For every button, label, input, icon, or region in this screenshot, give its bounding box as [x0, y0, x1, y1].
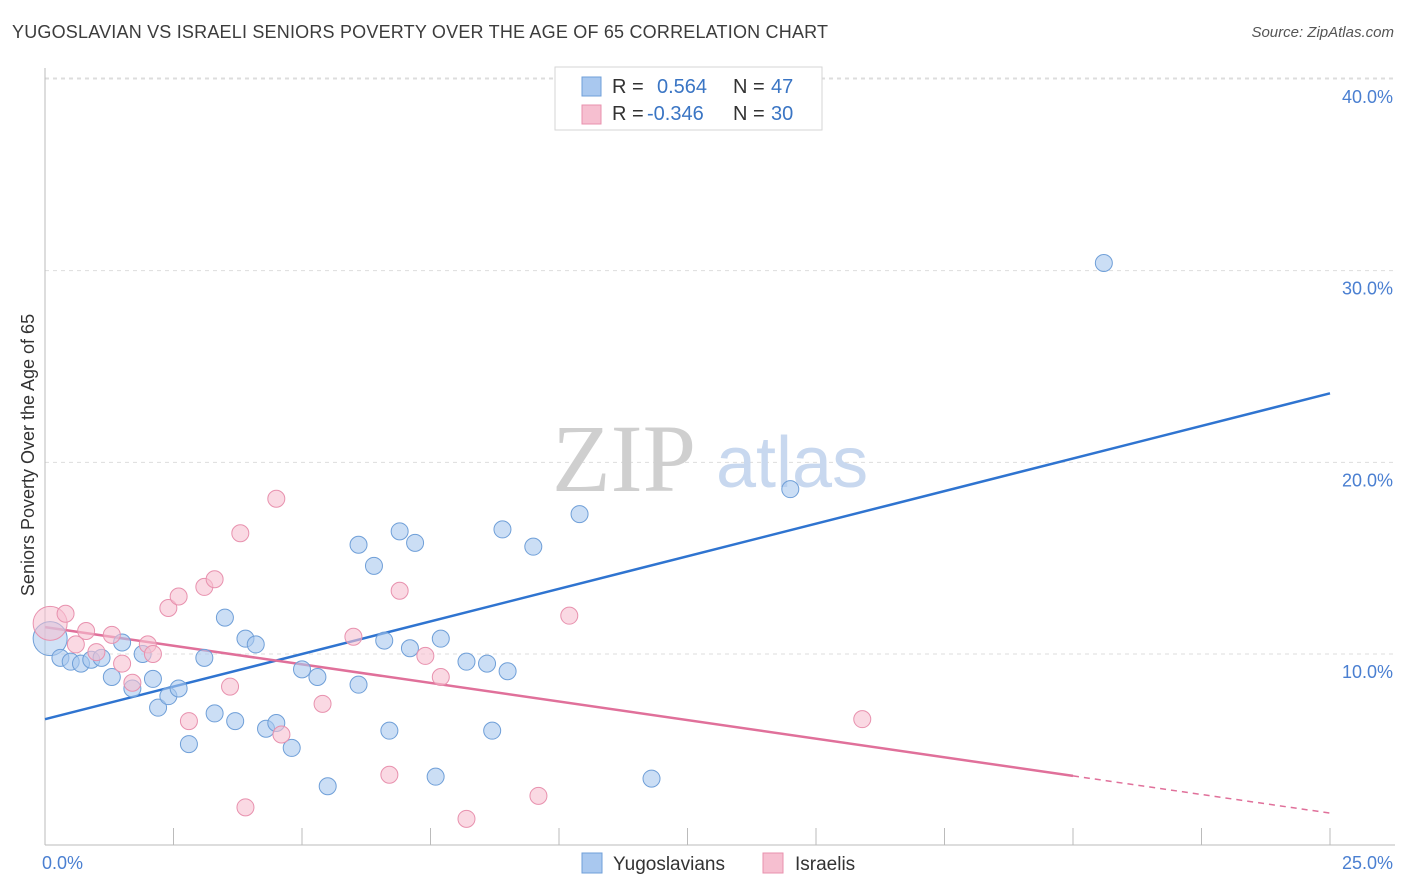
point-yugoslavians: [179, 735, 198, 754]
point-yugoslavians: [390, 522, 409, 541]
point-israelis: [380, 765, 399, 784]
y-tick-labels: 10.0% 20.0% 30.0% 40.0%: [1342, 87, 1393, 682]
trend-line-0: [44, 392, 1331, 721]
point-yugoslavians: [293, 660, 311, 679]
trend-lines: [44, 392, 1331, 814]
point-yugoslavians: [364, 556, 383, 575]
watermark-zip: ZIP: [552, 405, 696, 512]
point-yugoslavians: [431, 629, 450, 648]
legend-r-value: 0.564: [657, 76, 707, 98]
point-yugoslavians: [349, 535, 368, 554]
point-israelis: [123, 673, 142, 692]
legend-r-label: R =: [612, 76, 644, 98]
point-yugoslavians: [246, 635, 265, 654]
trend-line-1: [44, 625, 1074, 778]
point-yugoslavians: [226, 712, 245, 731]
point-yugoslavians: [483, 721, 502, 740]
point-yugoslavians: [400, 639, 419, 658]
point-yugoslavians: [195, 648, 214, 667]
point-israelis: [113, 654, 132, 673]
legend-n-value: 47: [771, 76, 793, 98]
x-tick-label: 0.0%: [42, 853, 83, 873]
watermark: ZIP atlas: [552, 405, 868, 512]
point-israelis: [179, 712, 198, 731]
point-israelis: [313, 694, 332, 713]
point-israelis: [56, 604, 75, 623]
point-israelis: [236, 798, 255, 817]
point-israelis: [87, 643, 106, 662]
point-israelis: [66, 635, 85, 654]
point-israelis: [143, 645, 162, 663]
top-legend: R = 0.564 N = 47 R = -0.346 N = 30: [554, 66, 823, 131]
chart-title: YUGOSLAVIAN VS ISRAELI SENIORS POVERTY O…: [12, 22, 829, 42]
x-tick-labels: 0.0% 25.0%: [42, 853, 1393, 873]
point-yugoslavians: [102, 668, 121, 686]
axes: [44, 68, 1395, 846]
point-israelis: [221, 677, 240, 696]
point-yugoslavians: [457, 652, 476, 671]
bottom-legend: Yugoslavians Israelis: [581, 852, 855, 875]
point-israelis: [272, 725, 291, 744]
point-israelis: [390, 581, 409, 600]
y-tick-label: 20.0%: [1342, 470, 1393, 490]
legend-r-label: R =: [612, 103, 644, 125]
legend-n-label: N =: [733, 76, 765, 98]
trend-line-dashed-1: [1072, 775, 1331, 814]
bottom-legend-swatch-israelis: [762, 852, 784, 874]
point-yugoslavians: [282, 738, 301, 757]
point-israelis: [231, 524, 250, 543]
point-israelis: [159, 599, 178, 617]
bottom-legend-label-israelis: Israelis: [795, 854, 855, 875]
point-yugoslavians: [169, 679, 188, 698]
point-israelis: [560, 606, 579, 625]
point-yugoslavians: [143, 669, 162, 688]
point-yugoslavians: [205, 704, 224, 723]
point-yugoslavians: [426, 767, 445, 786]
point-yugoslavians: [318, 777, 337, 796]
point-israelis: [431, 668, 450, 686]
y-tick-label: 30.0%: [1342, 279, 1393, 299]
point-yugoslavians: [498, 662, 517, 681]
legend-r-value: -0.346: [647, 103, 704, 125]
x-tick-label: 25.0%: [1342, 853, 1393, 873]
point-yugoslavians: [349, 675, 368, 694]
point-israelis: [267, 489, 286, 508]
point-israelis: [529, 786, 548, 805]
point-israelis: [457, 809, 476, 828]
y-axis-label: Seniors Poverty Over the Age of 65: [18, 314, 38, 596]
legend-n-value: 30: [771, 103, 793, 125]
legend-swatch-israelis: [581, 104, 602, 125]
point-yugoslavians: [570, 505, 589, 524]
point-yugoslavians: [1094, 254, 1113, 272]
point-israelis: [344, 627, 363, 646]
legend-n-label: N =: [733, 103, 765, 125]
point-israelis: [416, 646, 435, 665]
point-yugoslavians: [642, 769, 661, 788]
point-israelis: [169, 587, 188, 606]
scatter-points: [32, 254, 1113, 828]
legend-swatch-yugoslavians: [581, 76, 602, 97]
point-yugoslavians: [215, 608, 234, 627]
bottom-legend-swatch-yugoslavians: [581, 852, 603, 874]
point-israelis: [205, 570, 224, 589]
y-tick-label: 40.0%: [1342, 87, 1393, 107]
point-israelis: [77, 622, 96, 640]
source-label: Source: ZipAtlas.com: [1251, 24, 1394, 41]
point-israelis: [853, 710, 872, 729]
point-yugoslavians: [478, 654, 497, 673]
grid-lines: [45, 77, 1395, 655]
point-yugoslavians: [149, 698, 168, 717]
point-israelis: [102, 625, 121, 644]
point-yugoslavians: [375, 631, 394, 650]
bottom-legend-label-yugoslavians: Yugoslavians: [613, 854, 725, 875]
point-yugoslavians: [781, 480, 800, 499]
point-yugoslavians: [308, 668, 327, 686]
point-yugoslavians: [493, 520, 512, 539]
point-yugoslavians: [406, 533, 425, 552]
point-yugoslavians: [524, 537, 543, 556]
y-tick-label: 10.0%: [1342, 662, 1393, 682]
point-yugoslavians: [380, 721, 399, 740]
